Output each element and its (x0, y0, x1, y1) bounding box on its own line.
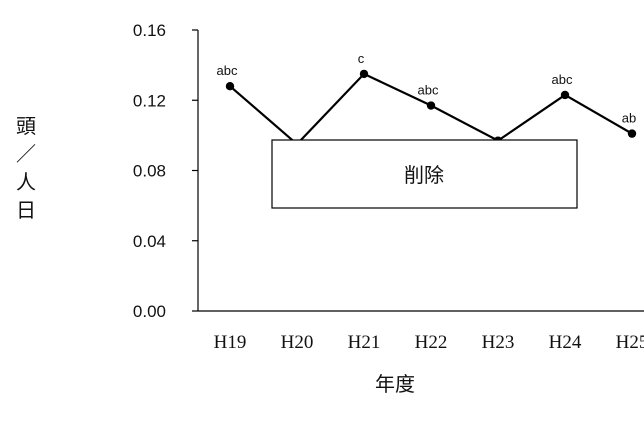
y-tick-label: 0.08 (133, 162, 166, 181)
point-label: ab (622, 111, 636, 126)
y-axis-title-char: 日 (16, 198, 36, 222)
data-point (627, 129, 637, 138)
y-tick-label: 0.00 (133, 302, 166, 321)
x-tick-label: H23 (482, 332, 515, 353)
data-point (560, 90, 570, 100)
deleted-overlay: 削除 (271, 139, 578, 209)
data-point (359, 69, 369, 79)
x-tick-label: H24 (549, 332, 582, 353)
x-tick-label: H25 (616, 332, 644, 353)
point-label: abc (217, 63, 238, 78)
point-label: abc (552, 72, 573, 87)
y-axis-title-char: ／ (16, 142, 36, 166)
deleted-box (271, 139, 578, 209)
y-tick-label: 0.12 (133, 91, 166, 110)
x-tick-label: H21 (348, 332, 381, 353)
x-tick-label: H19 (214, 332, 247, 353)
data-point (426, 101, 436, 110)
point-labels: abc c abc abc ab (217, 51, 637, 126)
x-tick-label: H20 (281, 332, 314, 353)
y-tick-label: 0.04 (133, 232, 166, 251)
y-axis-label: 頭 ／ 人日 (16, 114, 36, 222)
data-series (225, 69, 637, 149)
deleted-box-label: 削除 (404, 163, 444, 187)
data-point (225, 82, 235, 91)
point-label: abc (418, 83, 439, 98)
x-axis: H19 H20 H21 H22 H23 H24 H25 (198, 310, 644, 353)
point-label: c (358, 51, 365, 66)
y-axis-title-char: 頭 (16, 114, 36, 138)
y-axis-title-char: 人 (16, 170, 36, 194)
y-axis: 0.16 0.12 0.08 0.04 0.00 (133, 21, 199, 321)
x-axis-title: 年度 (375, 372, 415, 396)
y-tick-label: 0.16 (133, 21, 166, 40)
x-tick-label: H22 (415, 332, 448, 353)
